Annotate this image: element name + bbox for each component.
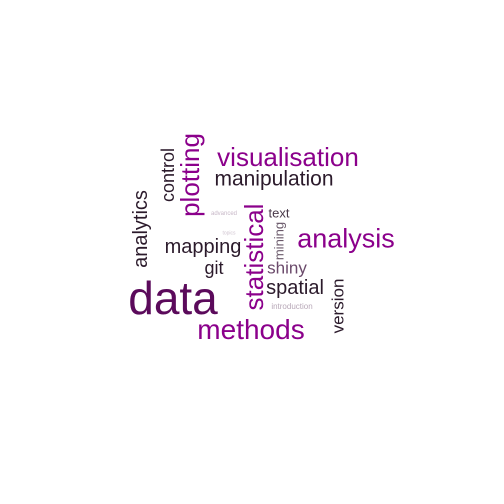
word-text: text [268,205,290,221]
word-plotting: plotting [175,133,205,217]
word-methods: methods [197,314,305,345]
word-manipulation: manipulation [214,167,334,191]
word-analytics: analytics [130,190,152,268]
word-control: control [158,147,178,203]
word-visualisation: visualisation [217,142,359,172]
word-mapping: mapping [164,236,242,258]
word-topics: topics [222,230,236,237]
word-data: data [128,272,218,324]
word-spatial: spatial [266,277,324,299]
word-git: git [204,258,224,278]
word-version: version [328,278,348,334]
word-analysis: analysis [297,223,395,254]
word-shiny: shiny [267,258,307,278]
word-statistical: statistical [239,203,269,311]
word-introduction: introduction [271,302,313,311]
word-advanced: advanced [210,211,238,217]
word-mining: mining [271,221,287,261]
